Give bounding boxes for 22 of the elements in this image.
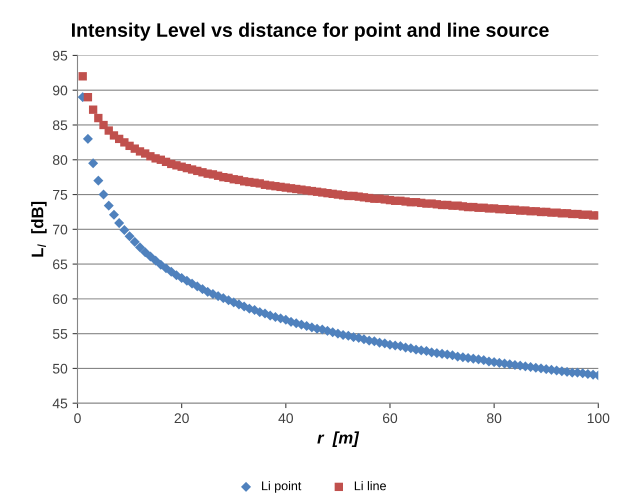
- legend-label: Li point: [262, 481, 302, 493]
- x-tick-label: 60: [382, 413, 398, 424]
- y-tick-label: 85: [52, 120, 68, 130]
- x-axis-title: r [m]: [317, 431, 360, 447]
- y-axis-title: L$_{I}$ [dB]: [31, 202, 47, 257]
- y-tick-label: 80: [52, 155, 68, 165]
- chart-title: Intensity Level vs distance for point and line source: [72, 22, 549, 41]
- y-tick-label: 70: [53, 224, 68, 234]
- x-tick-label: 0: [74, 413, 81, 424]
- y-tick-label: 65: [53, 259, 68, 270]
- y-tick-label: 50: [52, 364, 68, 374]
- x-tick-label: 100: [588, 413, 610, 424]
- legend-label: Li line: [354, 481, 386, 490]
- y-tick-label: 55: [52, 329, 68, 339]
- x-tick-label: 40: [278, 413, 293, 424]
- x-tick-label: 80: [487, 413, 502, 424]
- y-tick-label: 60: [53, 294, 68, 304]
- y-tick-label: 90: [52, 86, 68, 96]
- y-tick-label: 95: [52, 50, 68, 61]
- x-tick-label: 20: [174, 413, 189, 424]
- y-tick-label: 75: [53, 190, 68, 200]
- y-tick-label: 45: [52, 398, 68, 408]
